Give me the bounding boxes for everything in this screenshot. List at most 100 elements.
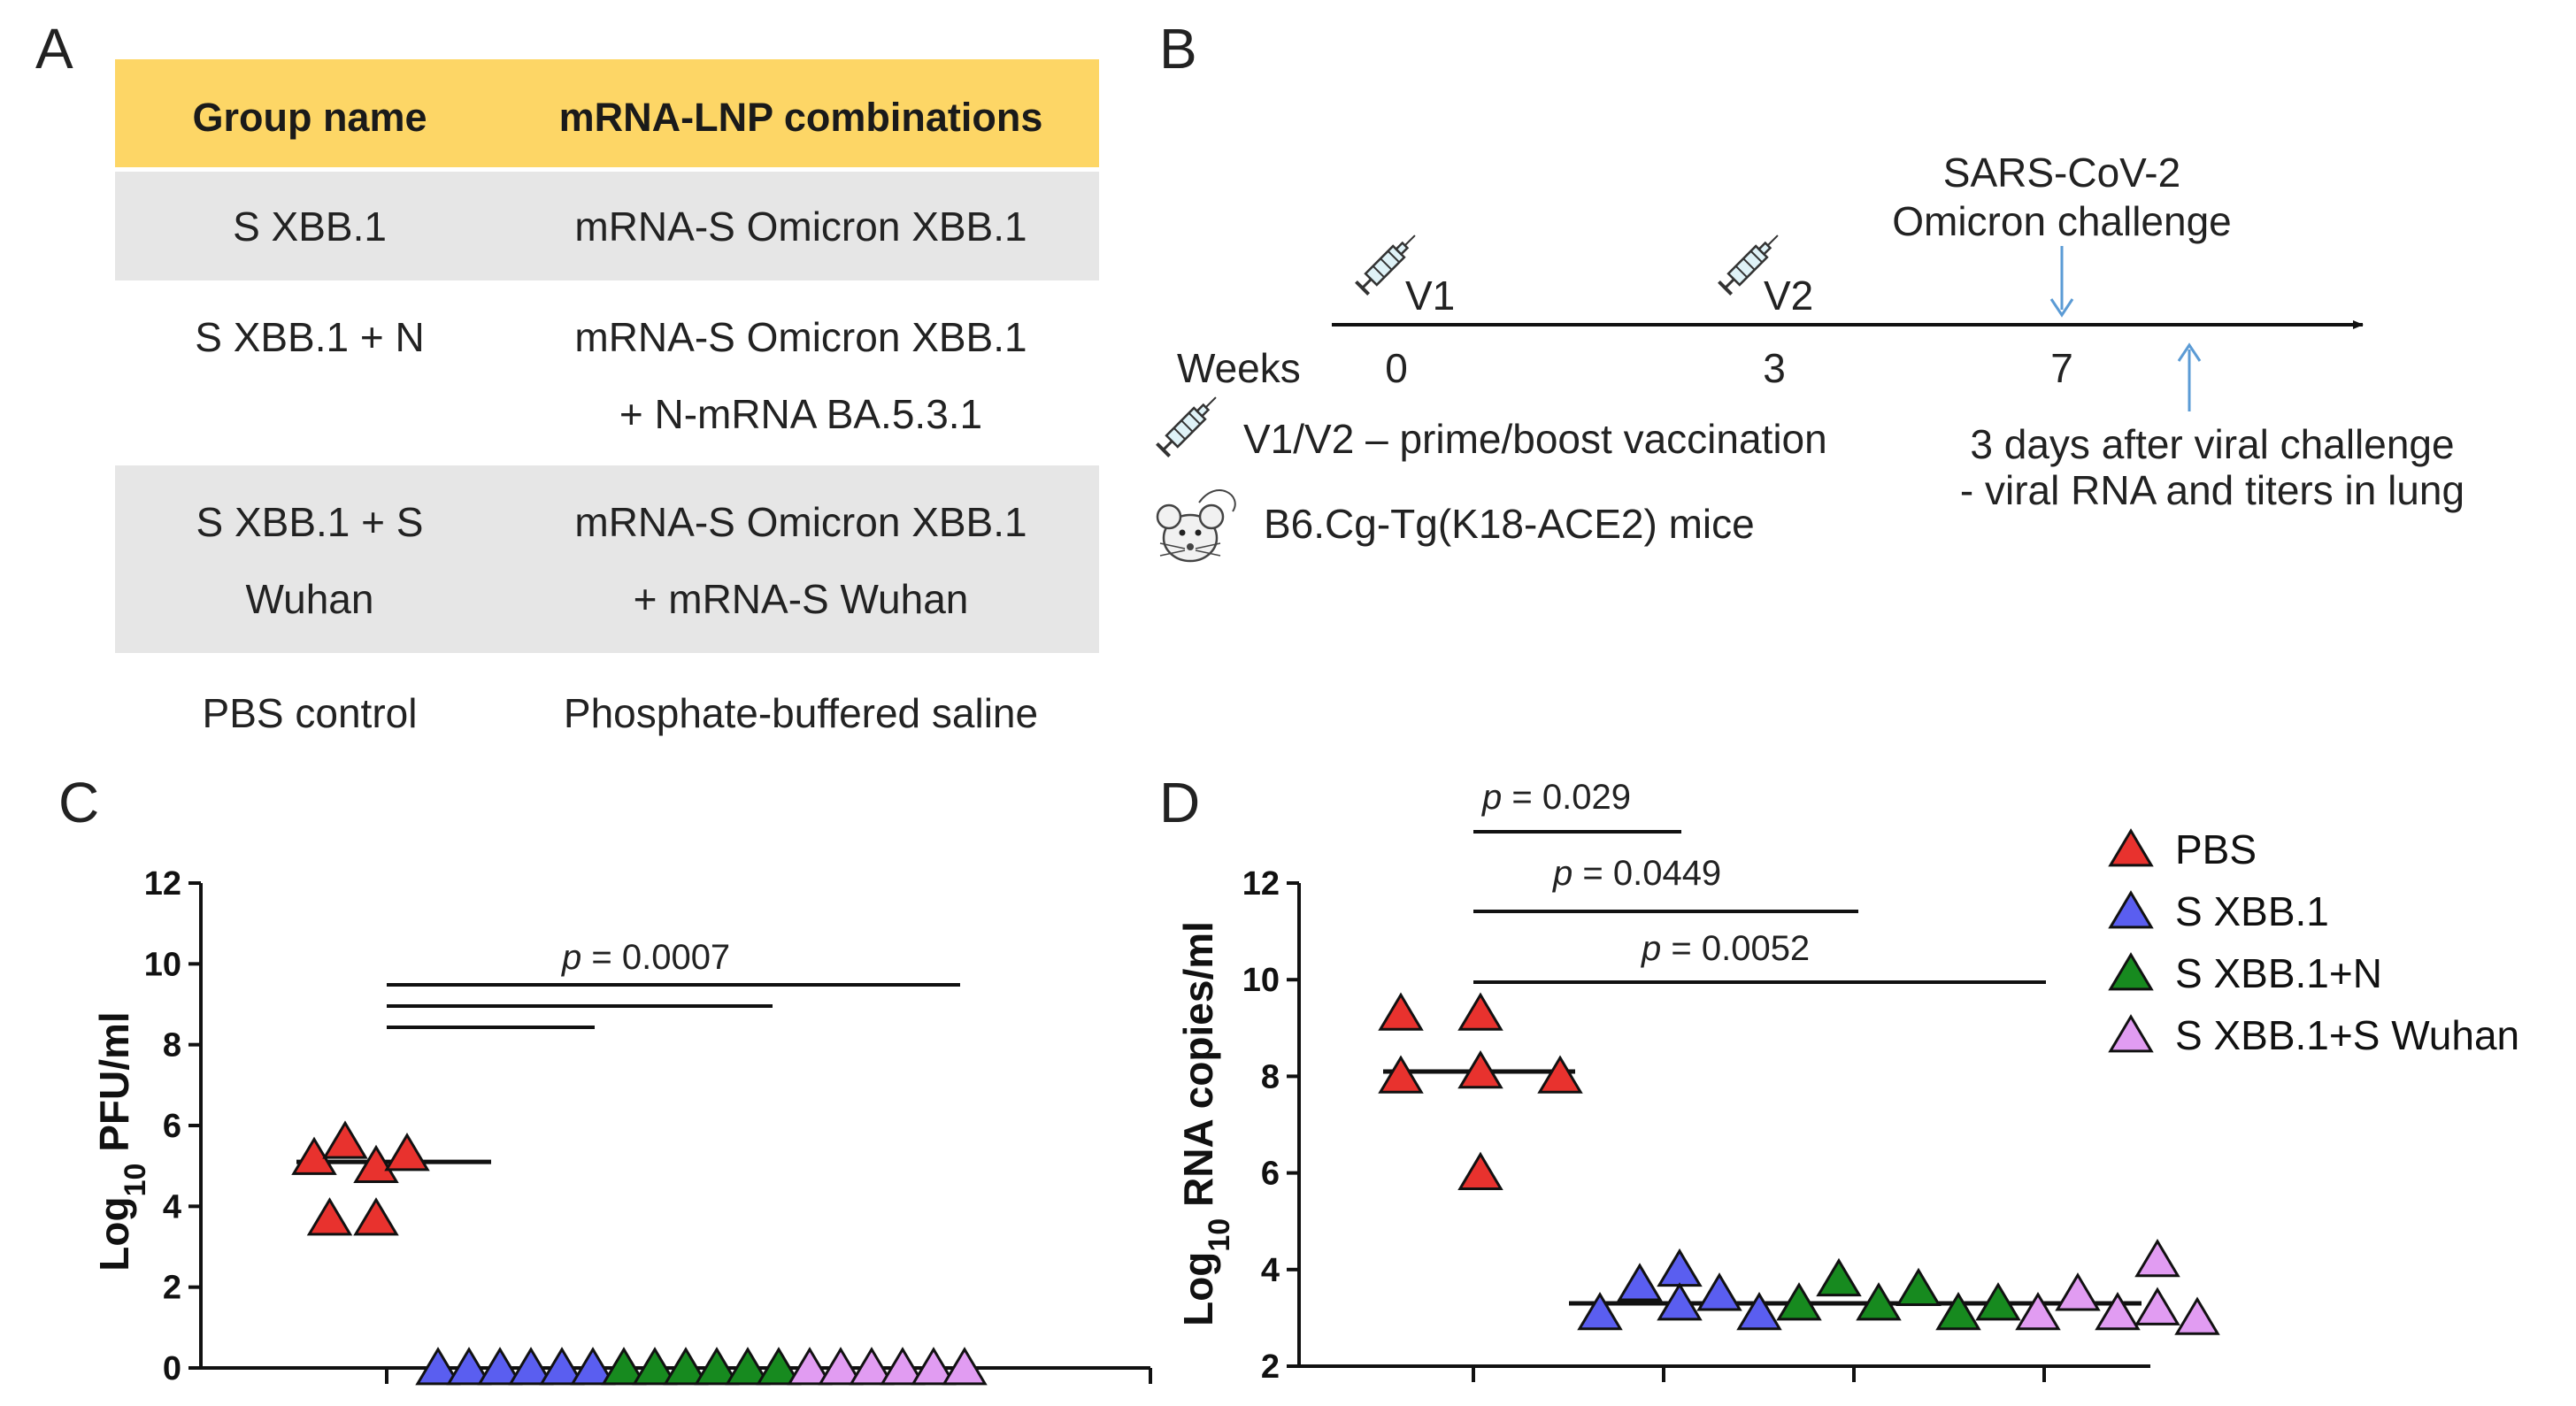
week-tick: 7 bbox=[2050, 345, 2073, 391]
data-point-marker bbox=[1537, 1055, 1583, 1094]
table-cell-group: Wuhan bbox=[246, 576, 374, 622]
data-point-marker bbox=[1378, 992, 1424, 1031]
week-tick: 3 bbox=[1763, 345, 1786, 391]
data-point-marker bbox=[1657, 1248, 1703, 1287]
challenge-arrow-head bbox=[2049, 298, 2074, 318]
data-point-marker bbox=[942, 1347, 988, 1386]
table-cell-combination: + mRNA-S Wuhan bbox=[634, 576, 969, 622]
y-ticks: 0 2 4 6 8 10 12 bbox=[144, 865, 201, 1387]
table-cell-combination: mRNA-S Omicron XBB.1 bbox=[574, 314, 1027, 360]
rna-chart: 2 4 6 8 10 12 Log10 RNA copies/ml p = 0.029 p… bbox=[1175, 778, 2519, 1386]
mouse-icon bbox=[1156, 489, 1236, 563]
data-point-marker bbox=[353, 1144, 399, 1184]
data-point-marker bbox=[911, 1347, 957, 1386]
data-point-marker bbox=[1378, 1055, 1424, 1094]
data-point-marker bbox=[1935, 1292, 1981, 1331]
pfu-chart: 0 2 4 6 8 10 12 Log10 PFU/ml p = 0.0007 bbox=[91, 865, 1152, 1387]
data-point-marker bbox=[384, 1133, 430, 1172]
p-value-label: p = 0.029 bbox=[1481, 778, 1631, 817]
data-point-marker bbox=[508, 1347, 554, 1386]
data-point-marker bbox=[306, 1197, 353, 1236]
data-point-marker bbox=[632, 1347, 678, 1386]
x-ticks bbox=[1472, 1366, 2046, 1382]
y-tick-label: 12 bbox=[144, 865, 181, 903]
after-challenge-note: 3 days after viral challenge bbox=[1970, 421, 2454, 467]
after-challenge-note: - viral RNA and titers in lung bbox=[1960, 467, 2465, 513]
group-table: Group name mRNA-LNP combinations S XBB.1… bbox=[115, 59, 1099, 736]
y-tick-label: 10 bbox=[1242, 962, 1280, 999]
data-point-marker bbox=[1577, 1292, 1623, 1331]
data-point-marker bbox=[1657, 1282, 1703, 1321]
data-points bbox=[291, 1120, 988, 1386]
table-cell-combination: Phosphate-buffered saline bbox=[564, 690, 1038, 736]
weeks-label: Weeks bbox=[1177, 345, 1301, 391]
table-cell-combination: mRNA-S Omicron XBB.1 bbox=[574, 499, 1027, 545]
v1-label: V1 bbox=[1405, 273, 1455, 319]
table-header-group: Group name bbox=[192, 95, 427, 140]
y-tick-label: 8 bbox=[163, 1027, 181, 1064]
y-axis-label: Log10 PFU/ml bbox=[91, 1011, 152, 1271]
data-point-marker bbox=[1457, 992, 1503, 1031]
table-row-shade bbox=[115, 172, 1099, 280]
data-point-marker bbox=[1856, 1282, 1902, 1321]
y-tick-label: 6 bbox=[1261, 1156, 1280, 1193]
week-tick: 0 bbox=[1385, 345, 1408, 391]
y-tick-label: 8 bbox=[1261, 1058, 1280, 1095]
p-value-label: p = 0.0007 bbox=[561, 938, 730, 977]
y-tick-label: 4 bbox=[1261, 1252, 1280, 1289]
data-point-marker bbox=[1975, 1282, 2021, 1321]
y-tick-label: 6 bbox=[163, 1108, 181, 1145]
data-point-marker bbox=[539, 1347, 585, 1386]
data-point-marker bbox=[601, 1347, 647, 1386]
challenge-label: SARS-CoV-2 bbox=[1943, 150, 2180, 196]
data-point-marker bbox=[353, 1197, 399, 1236]
data-point-marker bbox=[663, 1347, 709, 1386]
data-point-marker bbox=[818, 1347, 864, 1386]
legend-label: S XBB.1+S Wuhan bbox=[2175, 1012, 2519, 1058]
vaccination-legend: V1/V2 – prime/boost vaccination bbox=[1243, 416, 1827, 462]
legend-marker bbox=[2108, 1014, 2154, 1053]
data-point-marker bbox=[1895, 1267, 1942, 1306]
table-cell-combination: mRNA-S Omicron XBB.1 bbox=[574, 204, 1027, 250]
p-value-label: p = 0.0052 bbox=[1641, 929, 1810, 968]
panel-label-d: D bbox=[1159, 771, 1201, 834]
table-header-bg bbox=[115, 59, 1099, 167]
data-point-marker bbox=[2134, 1287, 2180, 1325]
data-point-marker bbox=[415, 1347, 461, 1386]
syringe-icon bbox=[1155, 388, 1225, 458]
y-tick-label: 4 bbox=[163, 1188, 181, 1225]
table-cell-combination: + N-mRNA BA.5.3.1 bbox=[619, 391, 982, 437]
data-point-marker bbox=[1816, 1257, 1862, 1297]
study-timeline: SARS-CoV-2 Omicron challenge V1 V2 Weeks… bbox=[1155, 150, 2465, 563]
data-point-marker bbox=[787, 1347, 833, 1386]
data-point-marker bbox=[2055, 1272, 2101, 1311]
data-point-marker bbox=[1776, 1282, 1822, 1321]
y-tick-label: 2 bbox=[163, 1270, 181, 1307]
data-point-marker bbox=[1617, 1263, 1663, 1302]
table-cell-group: PBS control bbox=[203, 690, 418, 736]
data-point-marker bbox=[1457, 1151, 1503, 1190]
data-point-marker bbox=[1736, 1292, 1782, 1331]
data-point-marker bbox=[756, 1347, 802, 1386]
table-cell-group: S XBB.1 + S bbox=[196, 499, 424, 545]
y-tick-label: 0 bbox=[163, 1350, 181, 1387]
y-axis-label: Log10 RNA copies/ml bbox=[1175, 921, 1236, 1326]
y-tick-label: 2 bbox=[1261, 1348, 1280, 1386]
data-point-marker bbox=[849, 1347, 895, 1386]
challenge-label: Omicron challenge bbox=[1892, 198, 2232, 244]
panel-label-a: A bbox=[35, 17, 73, 81]
data-point-marker bbox=[322, 1120, 368, 1159]
harvest-arrow-head bbox=[2177, 342, 2202, 362]
data-point-marker bbox=[880, 1347, 926, 1386]
legend-marker bbox=[2108, 890, 2154, 929]
y-tick-label: 12 bbox=[1242, 865, 1280, 903]
y-ticks: 2 4 6 8 10 12 bbox=[1242, 865, 1299, 1386]
legend-marker bbox=[2108, 828, 2154, 867]
data-point-marker bbox=[477, 1347, 523, 1386]
data-point-marker bbox=[725, 1347, 771, 1386]
x-ticks bbox=[385, 1368, 1152, 1384]
data-point-marker bbox=[2174, 1296, 2220, 1335]
legend-label: PBS bbox=[2175, 826, 2257, 872]
panel-label-b: B bbox=[1159, 17, 1197, 81]
